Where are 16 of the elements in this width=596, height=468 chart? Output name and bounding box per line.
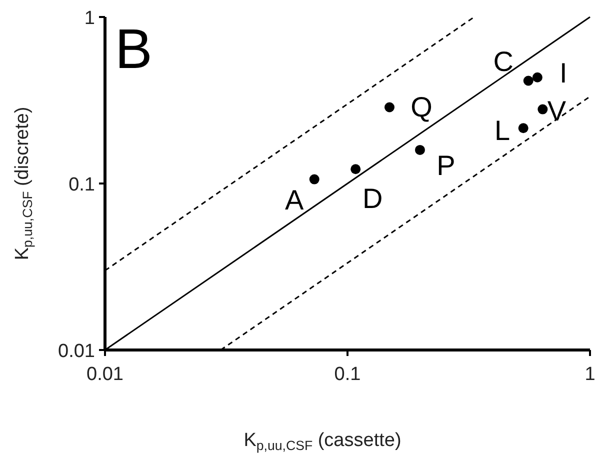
annotation: L [494, 115, 510, 146]
annotation: V [547, 95, 566, 126]
annotation: A [285, 184, 304, 216]
y-tick-label: 0.1 [68, 174, 95, 196]
annotation: D [362, 183, 383, 214]
annotation: Q [410, 91, 432, 122]
chart-title: B [115, 17, 152, 80]
y-tick-label: 0.01 [58, 341, 95, 362]
annotation: C [493, 46, 514, 77]
x-tick-label: 0.1 [334, 364, 361, 385]
x-axis-title: K$_{p,uu,CSF}$ (cassette) [244, 430, 402, 453]
x-tick-label: 1 [584, 364, 596, 385]
y-tick-label: 1 [84, 8, 95, 29]
annotation: P [436, 150, 456, 181]
x-tick-label: 0.01 [86, 364, 124, 385]
annotation: I [560, 57, 568, 88]
